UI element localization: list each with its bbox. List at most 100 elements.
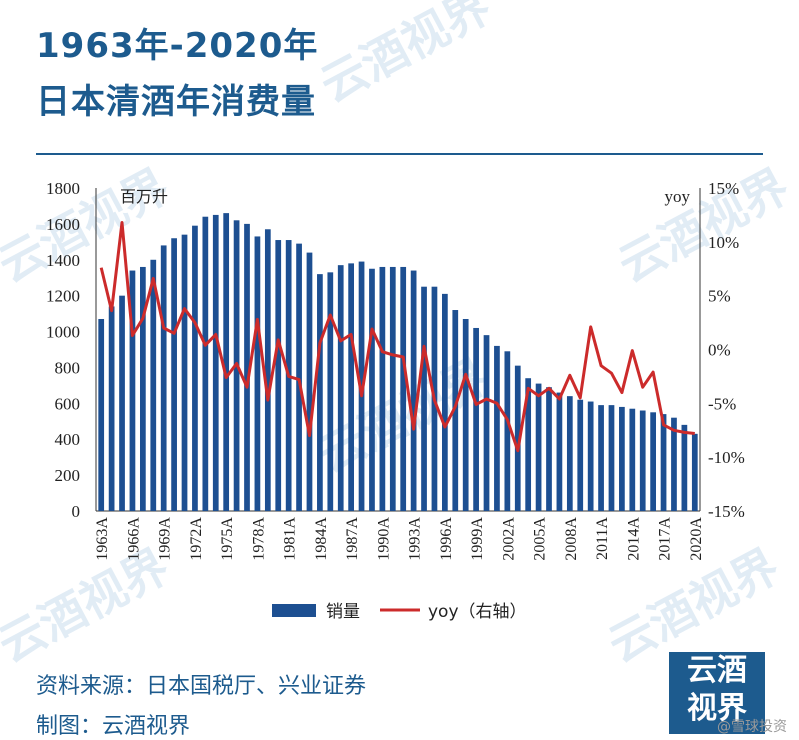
left-tick-label: 0 (72, 502, 81, 521)
x-tick-label: 1990A (375, 517, 392, 561)
bar-1992A (400, 266, 407, 511)
bar-1980A (275, 240, 282, 511)
bar-1969A (160, 245, 167, 511)
bar-2001A (494, 345, 500, 511)
x-tick-label: 1969A (157, 517, 174, 561)
x-tick-label: 1975A (219, 517, 236, 561)
right-tick-label: -5% (708, 394, 736, 413)
bar-2011A (598, 405, 604, 511)
bar-2019A (681, 424, 688, 511)
left-tick-label: 800 (55, 358, 81, 377)
bar-2002A (504, 351, 511, 511)
legend-bar-label: 销量 (326, 602, 360, 622)
x-tick-label: 1984A (313, 517, 330, 561)
x-tick-label: 1996A (438, 517, 455, 561)
bar-1984A (317, 274, 323, 511)
bar-1999A (473, 327, 479, 511)
bar-1989A (369, 268, 375, 511)
x-tick-label: 2011A (594, 517, 611, 560)
x-tick-label: 1972A (188, 517, 205, 561)
left-tick-label: 1600 (46, 215, 80, 234)
x-tick-label: 1987A (344, 517, 361, 561)
watermark: 云酒视界 (311, 0, 500, 113)
bar-2005A (535, 383, 542, 511)
bar-1971A (181, 234, 188, 511)
bar-1991A (389, 266, 396, 511)
bar-2014A (629, 408, 636, 511)
x-tick-label: 2014A (625, 517, 642, 561)
bar-1990A (379, 266, 386, 511)
bar-1998A (462, 318, 469, 511)
bar-2009A (577, 399, 584, 511)
bar-1973A (202, 216, 209, 511)
x-tick-label: 1981A (282, 517, 299, 561)
bar-1983A (306, 252, 313, 511)
bar-1982A (296, 243, 302, 511)
x-tick-label: 2017A (657, 517, 674, 561)
chart-title-line2: 日本清酒年消费量 (36, 82, 316, 122)
bar-1994A (421, 286, 427, 511)
bar-1997A (452, 310, 459, 511)
title-divider (36, 153, 763, 155)
bar-1988A (358, 261, 365, 511)
left-tick-label: 1200 (46, 287, 80, 306)
x-tick-label: 2008A (563, 517, 580, 561)
bar-2008A (566, 396, 573, 511)
bar-2016A (650, 412, 657, 511)
logo-text-line1: 云酒 (687, 653, 747, 688)
yoy-line (99, 221, 695, 453)
bar-1968A (150, 259, 157, 511)
right-unit-label: yoy (665, 187, 691, 206)
bar-1986A (337, 265, 344, 511)
bar-1967A (139, 266, 146, 511)
bar-2020A (691, 433, 698, 511)
bar-1970A (171, 238, 177, 511)
left-tick-label: 1400 (46, 251, 80, 270)
left-tick-label: 400 (55, 430, 81, 449)
bar-1978A (254, 236, 261, 511)
bar-1966A (129, 270, 136, 511)
bar-1963A (98, 318, 105, 511)
bar-2003A (514, 365, 521, 511)
bar-2010A (587, 401, 594, 511)
legend-bar-swatch (272, 604, 316, 617)
bar-1993A (410, 270, 417, 511)
x-tick-label: 1999A (469, 517, 486, 561)
bar-2012A (608, 405, 615, 511)
right-tick-label: 0% (708, 341, 731, 360)
left-tick-label: 200 (55, 466, 81, 485)
bar-1974A (212, 214, 219, 511)
bar-1996A (441, 293, 448, 511)
bar-2017A (660, 414, 667, 511)
bar-2004A (525, 378, 532, 511)
bar-1987A (348, 263, 355, 511)
right-tick-label: -10% (708, 448, 745, 467)
bar-1977A (244, 223, 250, 511)
bar-2015A (639, 410, 646, 511)
bar-1975A (223, 213, 230, 511)
brand-logo: 云酒 视界 (669, 652, 765, 734)
x-tick-label: 1963A (94, 517, 111, 561)
left-tick-label: 600 (55, 394, 81, 413)
left-tick-label: 1000 (46, 323, 80, 342)
bar-2006A (546, 387, 552, 511)
chart-maker-note: 制图：云酒视界 (36, 714, 191, 739)
left-tick-label: 1800 (46, 179, 80, 198)
left-unit-label: 百万升 (120, 187, 168, 206)
x-tick-label: 2005A (532, 517, 549, 561)
bar-1979A (264, 229, 271, 511)
legend-line-label: yoy（右轴） (428, 602, 527, 622)
x-tick-label: 1966A (125, 517, 142, 561)
bar-1972A (192, 225, 198, 511)
bar-2007A (556, 392, 563, 511)
chart-title-line1: 1963年-2020年 (36, 26, 319, 66)
x-tick-label: 1993A (407, 517, 424, 561)
bar-1965A (119, 295, 125, 511)
right-tick-label: -15% (708, 502, 745, 521)
consumption-chart: 0 200 400 600 800 1000 1200 1400 1600 1800 15% 10% 5… (46, 179, 745, 622)
bar-1985A (327, 272, 334, 511)
right-tick-label: 15% (708, 179, 739, 198)
bar-1964A (108, 306, 115, 511)
bar-2000A (483, 335, 490, 511)
x-tick-label: 2020A (688, 517, 705, 561)
